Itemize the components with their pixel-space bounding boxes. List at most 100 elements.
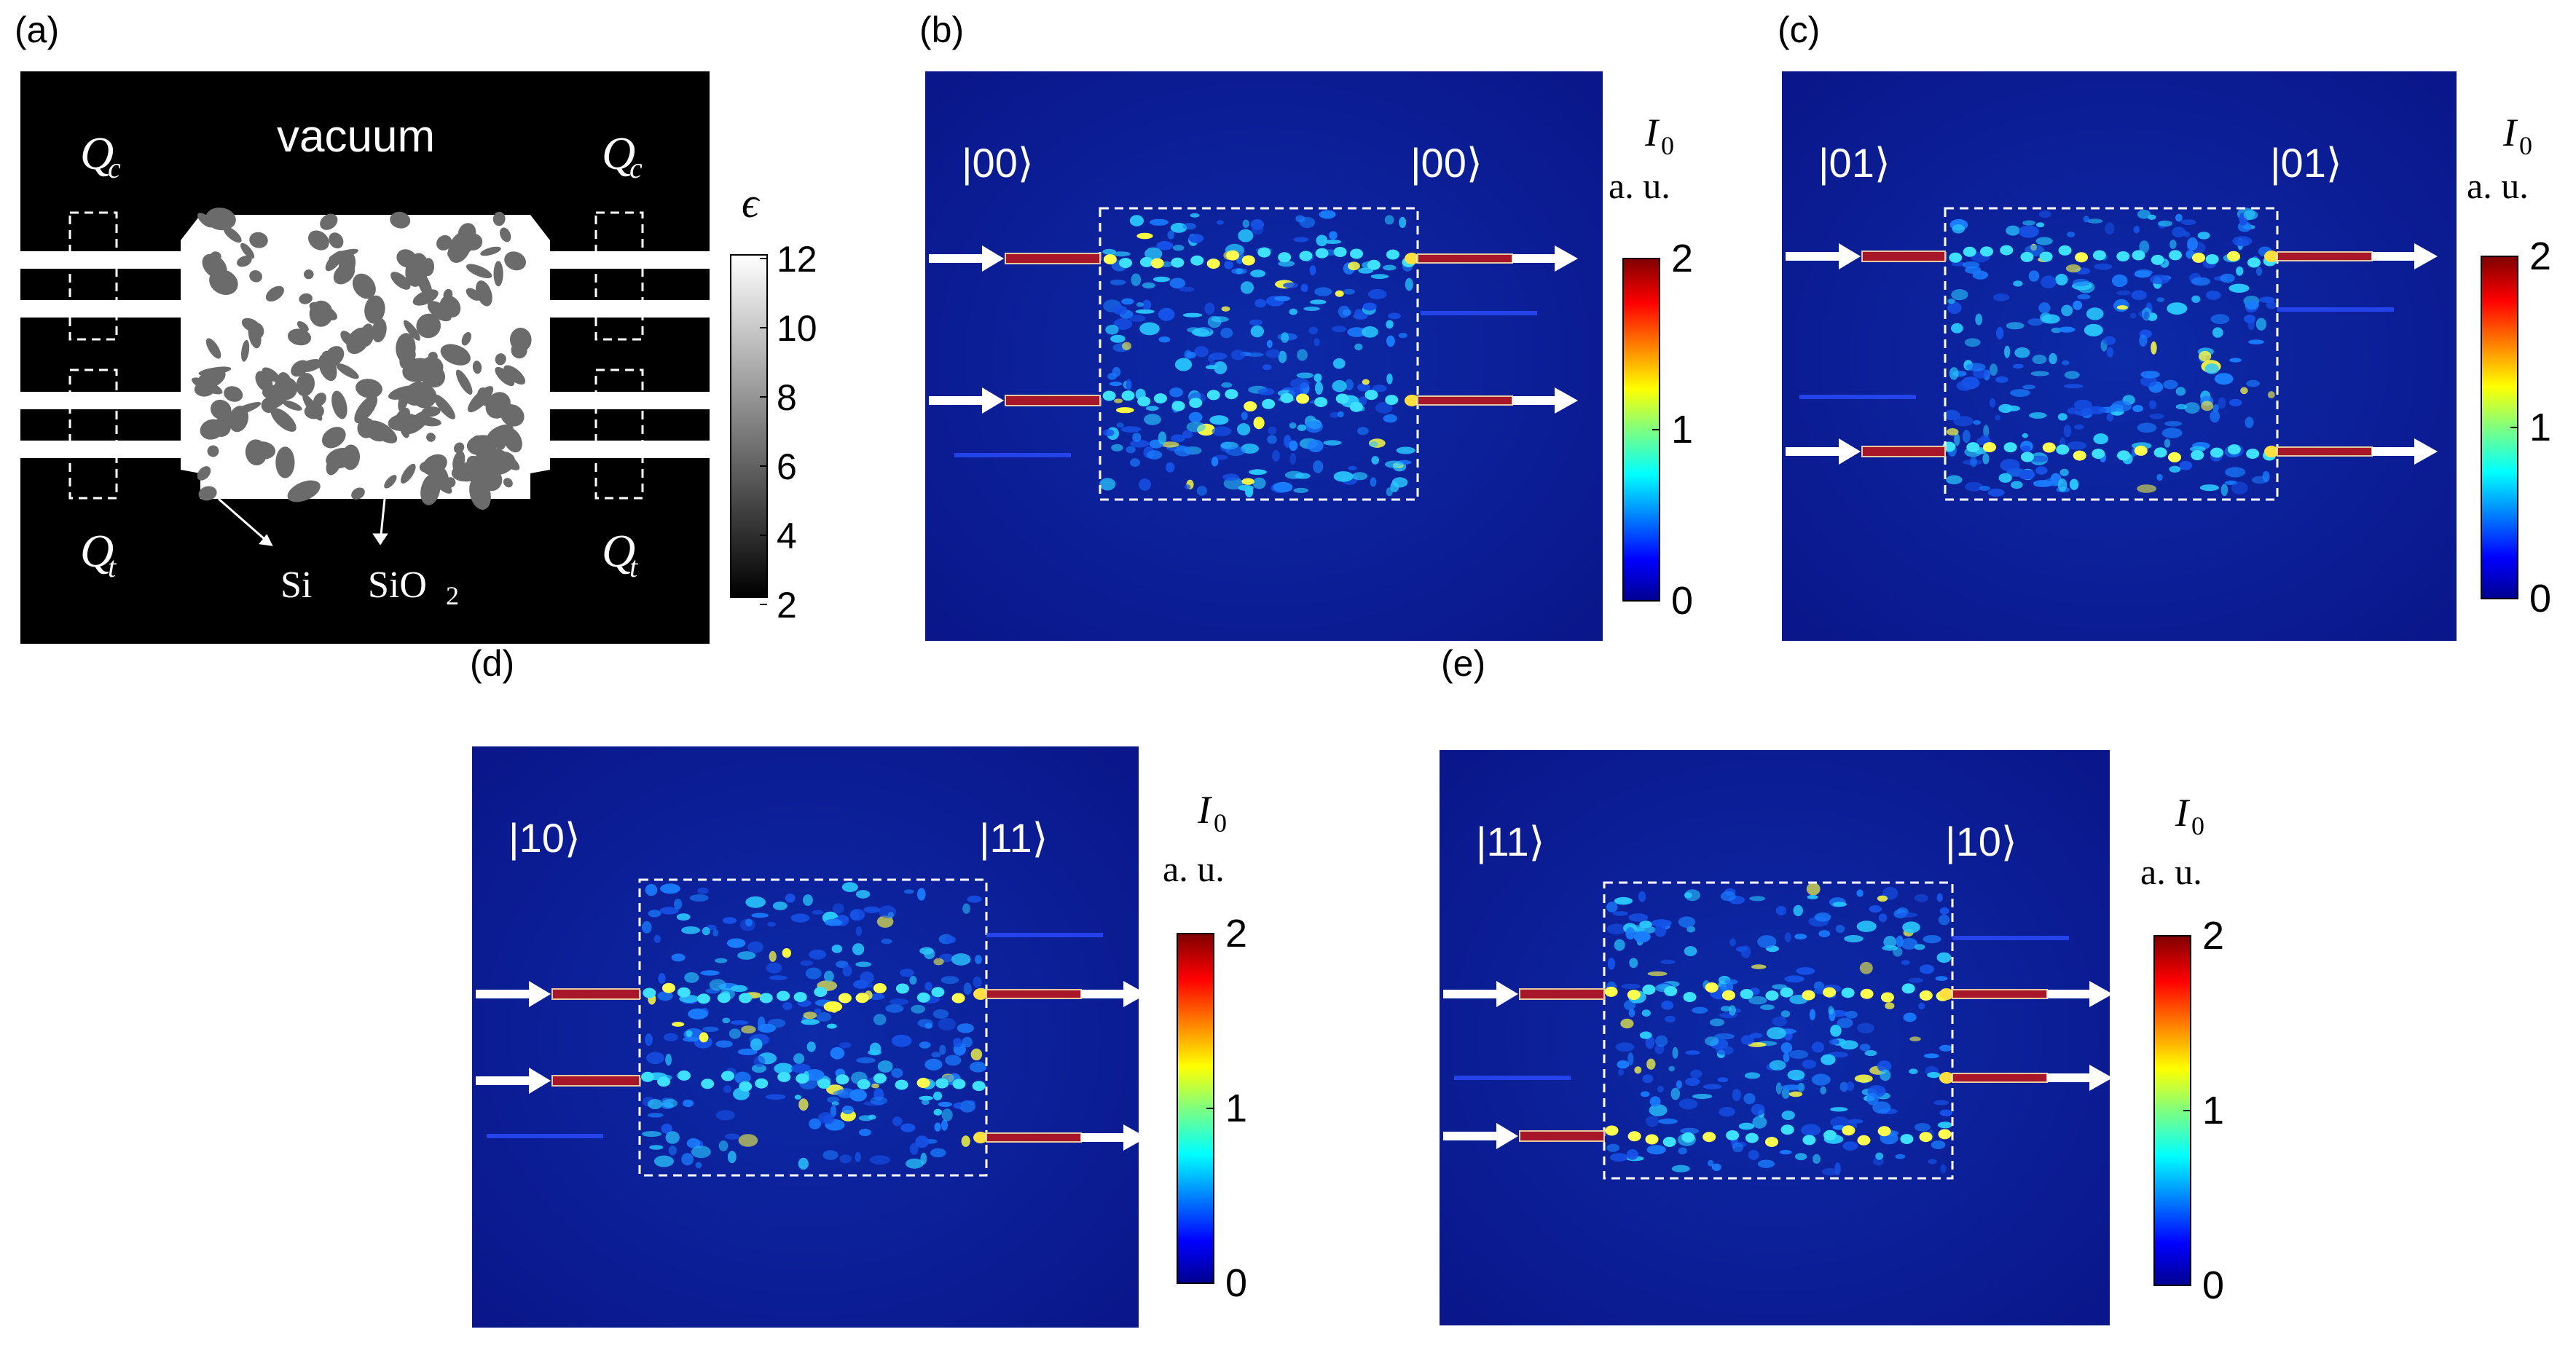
speckle bbox=[665, 1131, 680, 1144]
speckle bbox=[2064, 371, 2080, 379]
hotspot bbox=[2226, 251, 2240, 261]
speckle bbox=[2187, 237, 2198, 251]
idle-waveguide bbox=[1454, 1076, 1571, 1080]
speckle bbox=[734, 1071, 751, 1084]
sio2-blob bbox=[207, 445, 219, 457]
sio2-blob bbox=[402, 358, 433, 382]
hotspot bbox=[873, 1073, 887, 1084]
speckle bbox=[2111, 401, 2132, 412]
hotspot bbox=[1765, 990, 1779, 1001]
speckle bbox=[1308, 439, 1324, 452]
speckle bbox=[2140, 376, 2158, 387]
speckle bbox=[1626, 1149, 1638, 1160]
output-state-label: |10⟩ bbox=[1945, 819, 2017, 864]
hotspot bbox=[1877, 1126, 1891, 1137]
hotspot bbox=[641, 1071, 654, 1082]
speckle bbox=[2220, 484, 2229, 497]
speckle bbox=[1614, 939, 1625, 951]
speckle bbox=[1222, 473, 1239, 481]
speckle bbox=[1692, 1094, 1713, 1099]
speckle bbox=[2169, 465, 2181, 473]
idle-waveguide bbox=[1421, 311, 1537, 315]
speckle bbox=[1128, 315, 1146, 322]
speckle bbox=[1384, 460, 1403, 468]
speckle bbox=[945, 1054, 962, 1066]
speckle bbox=[2243, 210, 2258, 220]
speckle bbox=[1144, 414, 1161, 425]
epsilon-tick-label: 6 bbox=[777, 446, 797, 487]
hotspot bbox=[1150, 258, 1164, 269]
sio2-blob bbox=[329, 232, 344, 249]
speckle bbox=[921, 1099, 930, 1105]
sio2-blob bbox=[485, 392, 511, 419]
speckle bbox=[2235, 239, 2243, 246]
input-arrowhead bbox=[1839, 438, 1861, 465]
speckle bbox=[1179, 286, 1195, 292]
hotspot bbox=[1121, 390, 1135, 401]
colorbar-tick-label: 2 bbox=[1225, 912, 1247, 955]
hotspot bbox=[2192, 252, 2205, 263]
speckle bbox=[1370, 274, 1389, 279]
speckle bbox=[2151, 341, 2157, 355]
speckle bbox=[957, 1023, 974, 1033]
speckle bbox=[1386, 373, 1393, 385]
speckle bbox=[798, 1098, 809, 1111]
hotspot bbox=[1335, 393, 1349, 404]
svg-text:2: 2 bbox=[446, 581, 459, 610]
speckle bbox=[975, 955, 982, 964]
speckle bbox=[2245, 300, 2259, 310]
hotspot bbox=[1919, 990, 1933, 1001]
speckle bbox=[737, 1048, 758, 1055]
speckle bbox=[1719, 1107, 1735, 1117]
input-state-label: |00⟩ bbox=[962, 140, 1034, 186]
speckle bbox=[885, 1004, 904, 1013]
hotspot bbox=[777, 1071, 791, 1082]
speckle bbox=[830, 1046, 845, 1060]
hotspot bbox=[643, 987, 656, 998]
speckle bbox=[731, 985, 747, 993]
speckle bbox=[1628, 913, 1649, 922]
speckle bbox=[1297, 424, 1306, 432]
input-waveguide bbox=[1519, 1130, 1605, 1142]
speckle bbox=[1979, 486, 1990, 491]
speckle bbox=[1646, 1058, 1656, 1070]
speckle bbox=[1738, 1122, 1755, 1130]
speckle bbox=[879, 905, 897, 918]
design-region-outline bbox=[638, 878, 988, 1177]
hotspot bbox=[1939, 988, 1954, 1000]
speckle bbox=[1272, 449, 1280, 462]
speckle bbox=[769, 950, 777, 962]
hotspot bbox=[662, 982, 675, 993]
hotspot bbox=[2117, 450, 2131, 461]
speckle bbox=[1928, 1159, 1937, 1164]
speckle bbox=[1983, 425, 1990, 438]
hotspot bbox=[1627, 1131, 1641, 1142]
speckle bbox=[1112, 251, 1131, 257]
speckle bbox=[2266, 301, 2277, 310]
hotspot bbox=[1296, 393, 1310, 404]
speckle bbox=[919, 1041, 931, 1049]
sio2-blob bbox=[249, 232, 268, 248]
speckle bbox=[1658, 1118, 1678, 1124]
colorbar-tick-label: 0 bbox=[1225, 1261, 1247, 1305]
speckle bbox=[1348, 261, 1360, 271]
speckle bbox=[830, 1004, 839, 1013]
speckle bbox=[939, 1044, 946, 1055]
speckle bbox=[1794, 934, 1807, 940]
speckle bbox=[1909, 1068, 1918, 1074]
speckle bbox=[1354, 343, 1363, 351]
speckle bbox=[2086, 307, 2104, 320]
speckle bbox=[2030, 371, 2049, 377]
speckle bbox=[1953, 416, 1974, 427]
speckle bbox=[1300, 283, 1308, 292]
input-waveguide bbox=[1005, 253, 1101, 264]
sio2-blob bbox=[329, 248, 358, 261]
hotspot bbox=[2020, 452, 2034, 462]
speckle bbox=[1820, 1086, 1826, 1095]
speckle bbox=[1646, 1145, 1666, 1155]
qc-label-right: Q c bbox=[602, 127, 643, 184]
sio2-blob bbox=[352, 273, 376, 299]
sio2-blob bbox=[433, 394, 455, 419]
sio2-blob bbox=[291, 360, 309, 377]
